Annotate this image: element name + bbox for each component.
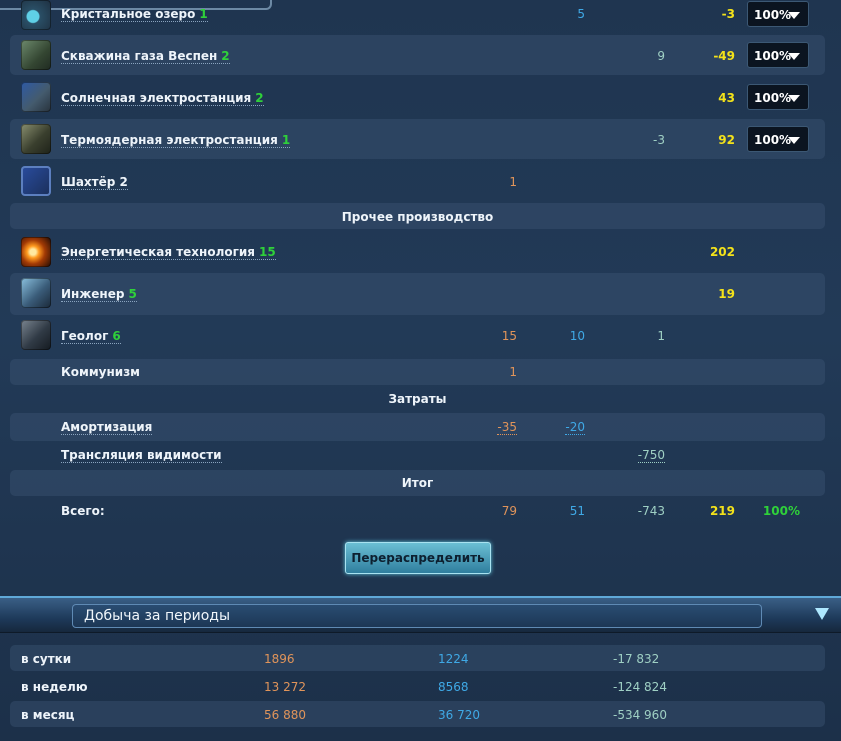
production-percent-select[interactable]: 100% <box>747 84 809 110</box>
chevron-down-icon <box>788 12 800 19</box>
chevron-down-icon <box>788 137 800 144</box>
energy-value: 43 <box>718 91 735 105</box>
production-row-miner: Шахтёр 2 1 <box>10 161 825 201</box>
production-row-crystal-lake: Кристальное озеро 1 5 -3 100% <box>10 0 825 30</box>
panel-top-frame <box>0 0 272 10</box>
building-level: 2 <box>221 49 230 63</box>
officer-name[interactable]: Геолог 6 <box>61 329 121 344</box>
solar-plant-icon[interactable] <box>21 82 51 112</box>
metal-value: 15 <box>501 329 517 343</box>
energy-value: 92 <box>718 133 735 147</box>
building-name[interactable]: Шахтёр 2 <box>61 175 128 190</box>
deuterium-value: -17 832 <box>613 652 660 666</box>
officer-level: 5 <box>128 287 137 301</box>
total-title: Итог <box>401 476 434 490</box>
period-label: в неделю <box>21 680 88 694</box>
energy-value: 202 <box>709 245 735 259</box>
deuterium-value: -750 <box>637 448 665 463</box>
production-row-fusion-plant: Термоядерная электростанция 1 -3 92 100% <box>10 119 825 159</box>
production-percent-select[interactable]: 100% <box>747 42 809 68</box>
production-percent-select[interactable]: 100% <box>747 1 809 27</box>
production-row-solar-plant: Солнечная электростанция 2 43 100% <box>10 77 825 117</box>
production-percent-select[interactable]: 100% <box>747 126 809 152</box>
building-name[interactable]: Термоядерная электростанция 1 <box>61 133 291 148</box>
energy-value: -49 <box>713 49 735 63</box>
metal-value: 1896 <box>264 652 295 666</box>
other-row-communism: Коммунизм 1 <box>10 359 825 385</box>
other-production-header-bar <box>10 203 825 229</box>
energy-total: 219 <box>709 504 735 518</box>
crystal-value: 8568 <box>438 680 469 694</box>
building-name[interactable]: Кристальное озеро 1 <box>61 7 208 22</box>
deuterium-value: 9 <box>657 49 665 63</box>
period-row-month: в месяц 56 880 36 720 -534 960 <box>10 701 825 727</box>
gas-well-icon[interactable] <box>21 40 51 70</box>
other-row-geologist: Геолог 6 15 10 1 <box>10 316 825 356</box>
metal-total: 79 <box>501 504 517 518</box>
building-name[interactable]: Скважина газа Веспен 2 <box>61 49 230 64</box>
production-row-gas-well: Скважина газа Веспен 2 9 -49 100% <box>10 35 825 75</box>
chevron-down-icon <box>788 95 800 102</box>
other-row-engineer: Инженер 5 19 <box>10 273 825 315</box>
periods-panel-header[interactable]: Добыча за периоды <box>0 596 841 633</box>
crystal-value: 10 <box>569 329 585 343</box>
building-level: 1 <box>281 133 291 147</box>
deuterium-value: -3 <box>653 133 665 147</box>
tech-level: 15 <box>259 245 276 259</box>
chevron-down-icon <box>788 53 800 60</box>
total-header-bar <box>10 470 825 496</box>
other-row-energy-tech: Энергетическая технология 15 202 <box>10 232 825 272</box>
crystal-value: 5 <box>577 7 585 21</box>
officer-name[interactable]: Инженер 5 <box>61 287 137 302</box>
cost-name[interactable]: Трансляция видимости <box>61 448 222 463</box>
building-name[interactable]: Солнечная электростанция 2 <box>61 91 264 106</box>
deuterium-value: -534 960 <box>613 708 667 722</box>
building-level: 1 <box>199 7 208 21</box>
officer-level: 6 <box>112 329 121 343</box>
geologist-icon[interactable] <box>21 320 51 350</box>
crystal-value: 36 720 <box>438 708 480 722</box>
energy-value: -3 <box>721 7 735 21</box>
metal-value: 1 <box>509 365 517 379</box>
energy-value: 19 <box>718 287 735 301</box>
cost-row-visibility: Трансляция видимости -750 <box>10 443 825 469</box>
percent-total: 100% <box>762 504 800 518</box>
crystal-total: 51 <box>569 504 585 518</box>
costs-title: Затраты <box>388 392 447 406</box>
tech-name[interactable]: Энергетическая технология 15 <box>61 245 276 260</box>
other-production-title: Прочее производство <box>341 210 494 224</box>
period-row-week: в неделю 13 272 8568 -124 824 <box>10 673 825 699</box>
total-row: Всего: 79 51 -743 219 100% <box>10 498 825 524</box>
deuterium-value: -124 824 <box>613 680 667 694</box>
metal-value: -35 <box>497 420 517 435</box>
metal-value: 13 272 <box>264 680 306 694</box>
energy-tech-icon[interactable] <box>21 237 51 267</box>
engineer-icon[interactable] <box>21 278 51 308</box>
period-label: в сутки <box>21 652 72 666</box>
deuterium-value: 1 <box>657 329 665 343</box>
redistribute-button[interactable]: Перераспределить <box>345 542 491 574</box>
period-row-day: в сутки 1896 1224 -17 832 <box>10 645 825 671</box>
building-level: 2 <box>255 91 264 105</box>
periods-panel-title: Добыча за периоды <box>72 604 762 628</box>
cost-name[interactable]: Амортизация <box>61 420 153 435</box>
miner-icon[interactable] <box>21 166 51 196</box>
collapse-arrow-icon[interactable] <box>815 608 829 620</box>
bonus-name: Коммунизм <box>61 365 140 379</box>
metal-value: 56 880 <box>264 708 306 722</box>
total-label: Всего: <box>61 504 105 518</box>
metal-value: 1 <box>509 175 517 189</box>
crystal-value: -20 <box>565 420 585 435</box>
deuterium-total: -743 <box>637 504 665 518</box>
fusion-plant-icon[interactable] <box>21 124 51 154</box>
period-label: в месяц <box>21 708 75 722</box>
crystal-lake-icon[interactable] <box>21 0 51 30</box>
crystal-value: 1224 <box>438 652 469 666</box>
cost-row-amortization: Амортизация -35 -20 <box>10 413 825 441</box>
